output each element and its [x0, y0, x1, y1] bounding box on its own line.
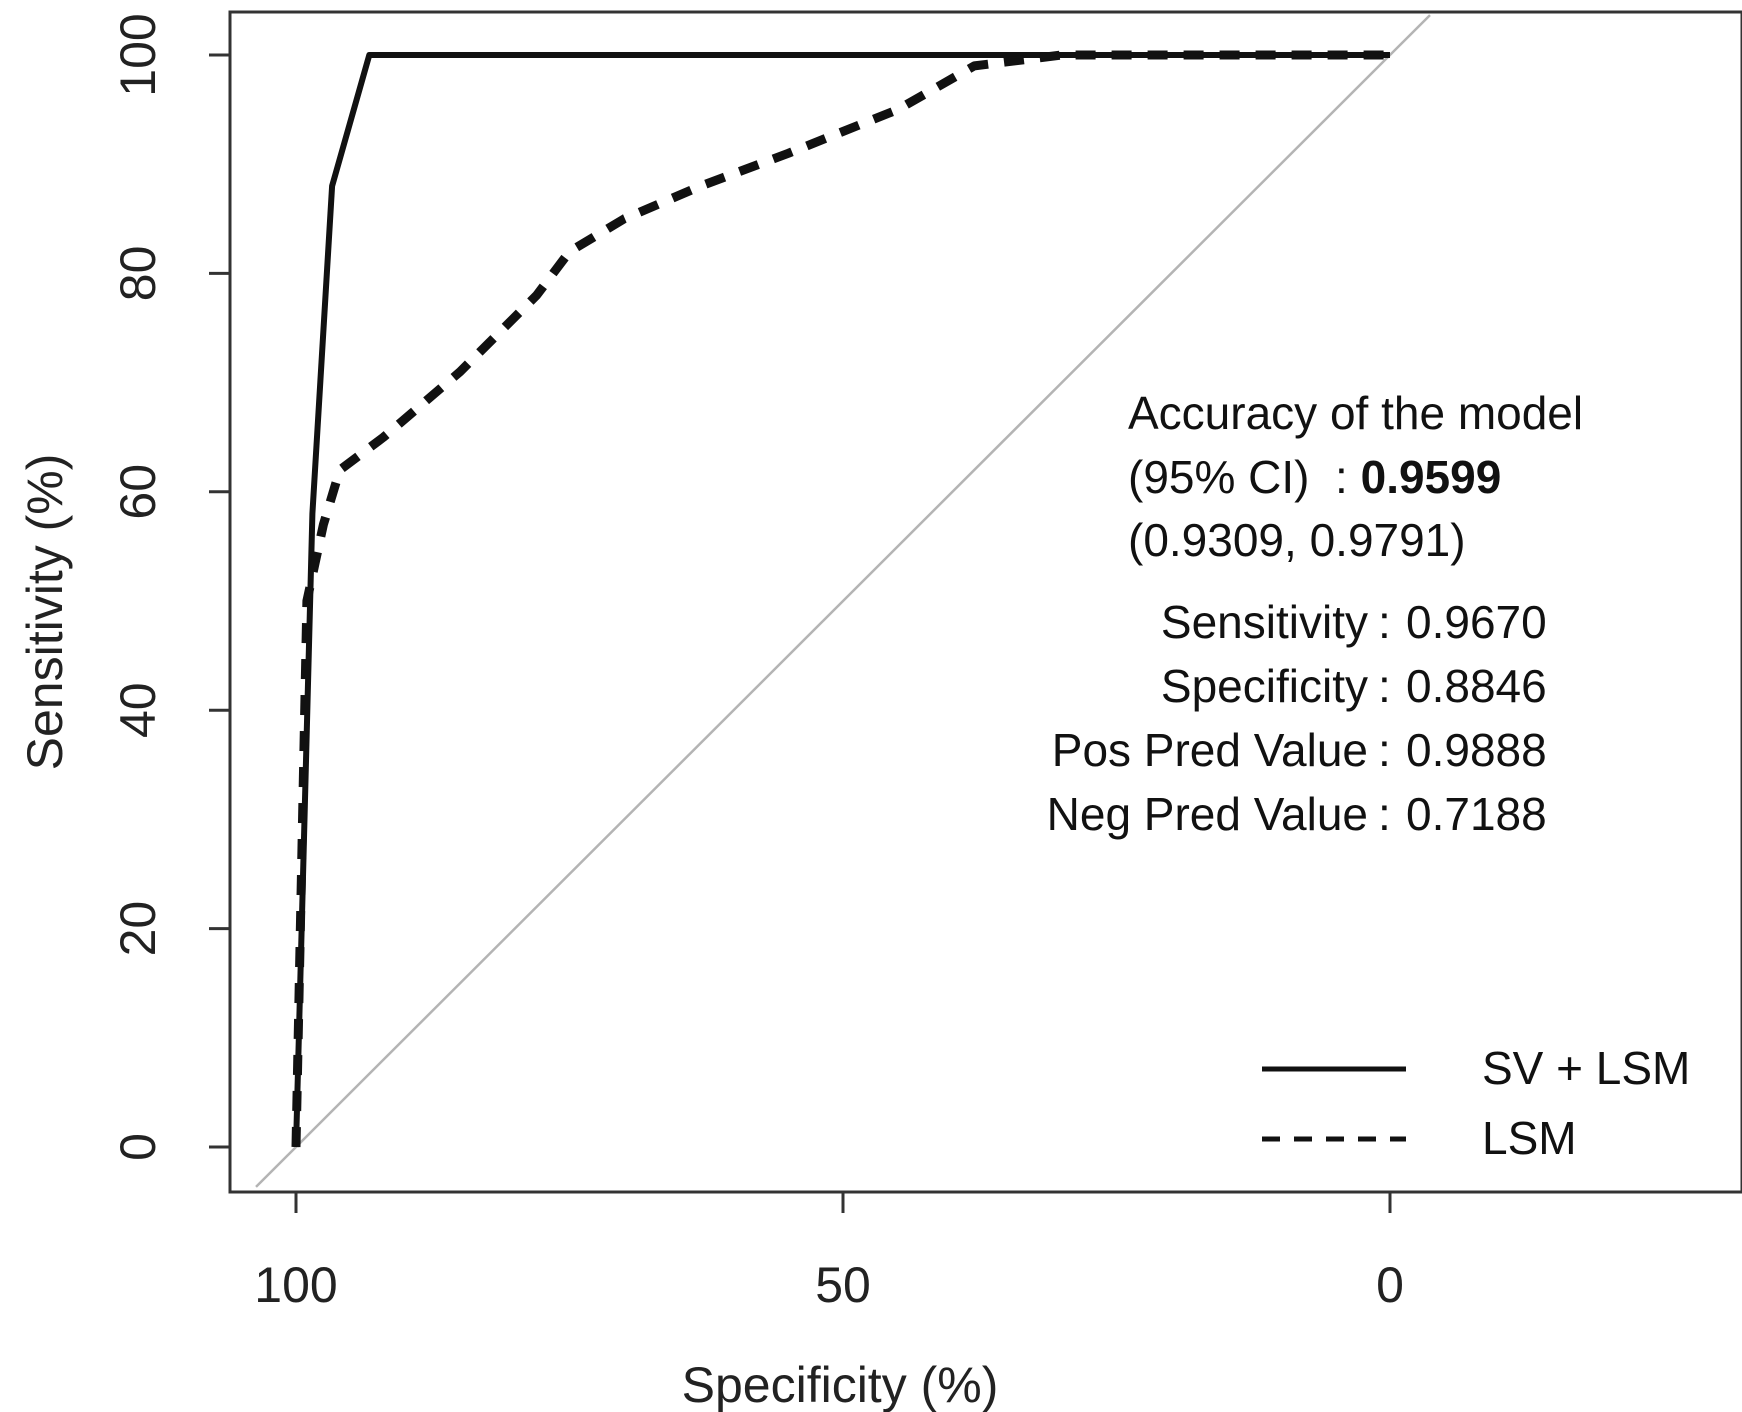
accuracy-ci-label: (95% CI) :	[1128, 451, 1361, 503]
metric-value: 0.9670	[1406, 596, 1547, 648]
plot-frame	[228, 10, 1742, 1194]
reference-layer	[255, 14, 1431, 1188]
metric-separator: :	[1378, 660, 1391, 712]
y-tick-label: 80	[110, 246, 166, 302]
metric-label: Pos Pred Value	[1052, 724, 1368, 776]
model-accuracy-annotation: Accuracy of the model (95% CI) : 0.9599 …	[1128, 387, 1583, 566]
axis-layer: 100 50 0 0 20 40 60 80 100	[110, 13, 1404, 1313]
metric-separator: :	[1378, 788, 1391, 840]
metric-separator: :	[1378, 724, 1391, 776]
metric-label: Sensitivity	[1161, 596, 1368, 648]
metric-value: 0.8846	[1406, 660, 1547, 712]
metric-value: 0.9888	[1406, 724, 1547, 776]
legend-label-sv-lsm: SV + LSM	[1482, 1042, 1690, 1094]
metric-label: Neg Pred Value	[1047, 788, 1368, 840]
x-tick-label: 100	[254, 1257, 337, 1313]
legend-label-lsm: LSM	[1482, 1112, 1577, 1164]
metrics-annotation: Sensitivity:0.9670Specificity:0.8846Pos …	[1047, 596, 1547, 840]
y-tick-label: 40	[110, 682, 166, 738]
reference-diagonal-line	[255, 14, 1431, 1188]
y-tick-label: 100	[110, 13, 166, 96]
series-line-lsm	[291, 50, 1390, 1148]
y-tick-label: 0	[110, 1133, 166, 1161]
series-line-sv-lsm	[293, 52, 1390, 1148]
x-axis-title: Specificity (%)	[682, 1357, 999, 1412]
accuracy-title: Accuracy of the model	[1128, 387, 1583, 439]
x-tick-label: 50	[815, 1257, 871, 1313]
x-tick-label: 0	[1376, 1257, 1404, 1313]
series-layer	[291, 50, 1390, 1148]
y-tick-label: 60	[110, 464, 166, 520]
accuracy-value-line: (95% CI) : 0.9599	[1128, 451, 1501, 503]
legend: SV + LSM LSM	[1262, 1042, 1690, 1164]
accuracy-ci: (0.9309, 0.9791)	[1128, 514, 1466, 566]
y-axis-title: Sensitivity (%)	[17, 454, 73, 771]
metric-separator: :	[1378, 596, 1391, 648]
metric-value: 0.7188	[1406, 788, 1547, 840]
accuracy-value: 0.9599	[1361, 451, 1502, 503]
metric-label: Specificity	[1161, 660, 1368, 712]
y-tick-label: 20	[110, 901, 166, 957]
